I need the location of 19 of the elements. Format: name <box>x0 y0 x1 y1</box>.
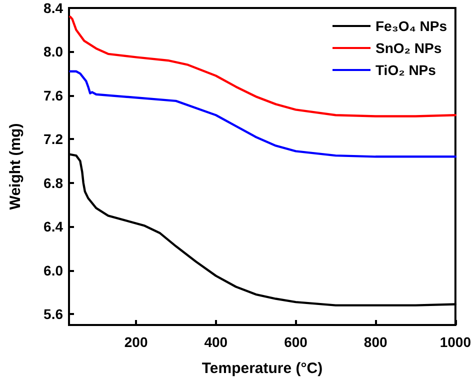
y-tick-label: 6.4 <box>44 218 64 235</box>
y-tick-label: 6.8 <box>44 174 64 191</box>
x-tick-label: 400 <box>204 334 228 350</box>
legend-label: Fe₃O₄ NPs <box>376 18 448 34</box>
y-tick-label: 7.6 <box>44 87 64 104</box>
y-tick-label: 6.0 <box>44 262 64 278</box>
x-tick-label: 200 <box>124 334 148 350</box>
x-tick-label: 600 <box>284 334 308 350</box>
legend-label: TiO₂ NPs <box>376 62 436 78</box>
y-tick-label: 8.4 <box>44 0 64 16</box>
y-tick-label: 5.6 <box>44 306 64 322</box>
x-axis-title: Temperature (°C) <box>202 360 323 377</box>
x-tick-label: 1000 <box>440 334 472 350</box>
y-tick-label: 7.2 <box>44 131 64 148</box>
y-tick-label: 8.0 <box>44 44 64 60</box>
legend-label: SnO₂ NPs <box>376 40 442 56</box>
x-tick-label: 800 <box>364 334 388 350</box>
y-axis-title: Weight (mg) <box>7 123 24 210</box>
line-series <box>69 16 457 118</box>
